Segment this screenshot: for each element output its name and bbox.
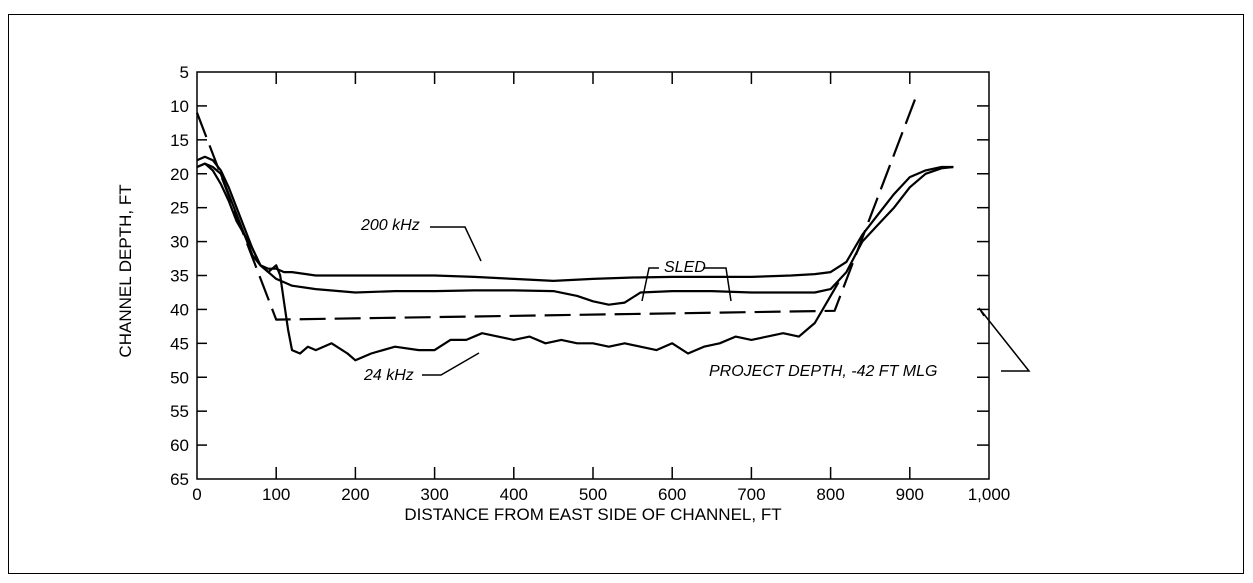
y-tick-label: 20 [170, 165, 189, 184]
annotation-sled-leader-right [703, 267, 732, 302]
annotation-24khz-leader [422, 352, 480, 376]
y-tick-label: 5 [180, 63, 189, 82]
x-axis-ticks: 0 100 200 300 400 500 600 700 800 900 1,000 [192, 72, 1010, 504]
depth-profile-chart: 0 100 200 300 400 500 600 700 800 900 1,000 5 10 15 2… [116, 63, 1031, 524]
x-tick-label: 1,000 [968, 485, 1011, 504]
x-tick-label: 600 [658, 485, 686, 504]
y-tick-label: 50 [170, 368, 189, 387]
annotation-200khz: 200 kHz [360, 217, 420, 234]
y-tick-label: 15 [170, 131, 189, 150]
annotation-group: 200 kHz SLED 24 kHz PROJECT DEPTH, -42 F… [360, 217, 1031, 384]
annotation-200khz-leader [430, 226, 482, 262]
x-tick-label: 200 [341, 485, 369, 504]
y-tick-label: 40 [170, 300, 189, 319]
x-tick-label: 300 [420, 485, 448, 504]
y-tick-label: 55 [170, 402, 189, 421]
x-axis-title: DISTANCE FROM EAST SIDE OF CHANNEL, FT [404, 505, 781, 524]
annotation-sled-leader-left [641, 267, 659, 302]
annotation-project-depth-leader [978, 307, 1031, 372]
x-tick-label: 900 [896, 485, 924, 504]
x-tick-label: 500 [579, 485, 607, 504]
figure-frame: 0 100 200 300 400 500 600 700 800 900 1,000 5 10 15 2… [8, 14, 1244, 574]
y-tick-label: 35 [170, 267, 189, 286]
y-axis-title: CHANNEL DEPTH, FT [116, 184, 135, 357]
y-tick-label: 60 [170, 436, 189, 455]
series-line-200-khz [196, 162, 954, 282]
series-line-sled [196, 155, 954, 306]
y-tick-label: 45 [170, 334, 189, 353]
y-axis-ticks: 5 10 15 20 25 30 35 40 45 50 55 60 65 [170, 63, 989, 489]
series-line-project-depth-42-ft-mlg [195, 91, 919, 321]
y-tick-label: 25 [170, 199, 189, 218]
x-tick-label: 800 [816, 485, 844, 504]
x-tick-label: 0 [192, 485, 201, 504]
series-line-24-khz [196, 162, 840, 362]
annotation-24khz: 24 kHz [363, 367, 414, 384]
series-group [195, 91, 954, 362]
x-tick-label: 100 [262, 485, 290, 504]
x-tick-label: 400 [500, 485, 528, 504]
y-tick-label: 30 [170, 233, 189, 252]
x-tick-label: 700 [737, 485, 765, 504]
annotation-project-depth: PROJECT DEPTH, -42 FT MLG [709, 363, 937, 380]
annotation-sled: SLED [664, 259, 706, 276]
y-tick-label: 10 [170, 97, 189, 116]
y-tick-label: 65 [170, 470, 189, 489]
